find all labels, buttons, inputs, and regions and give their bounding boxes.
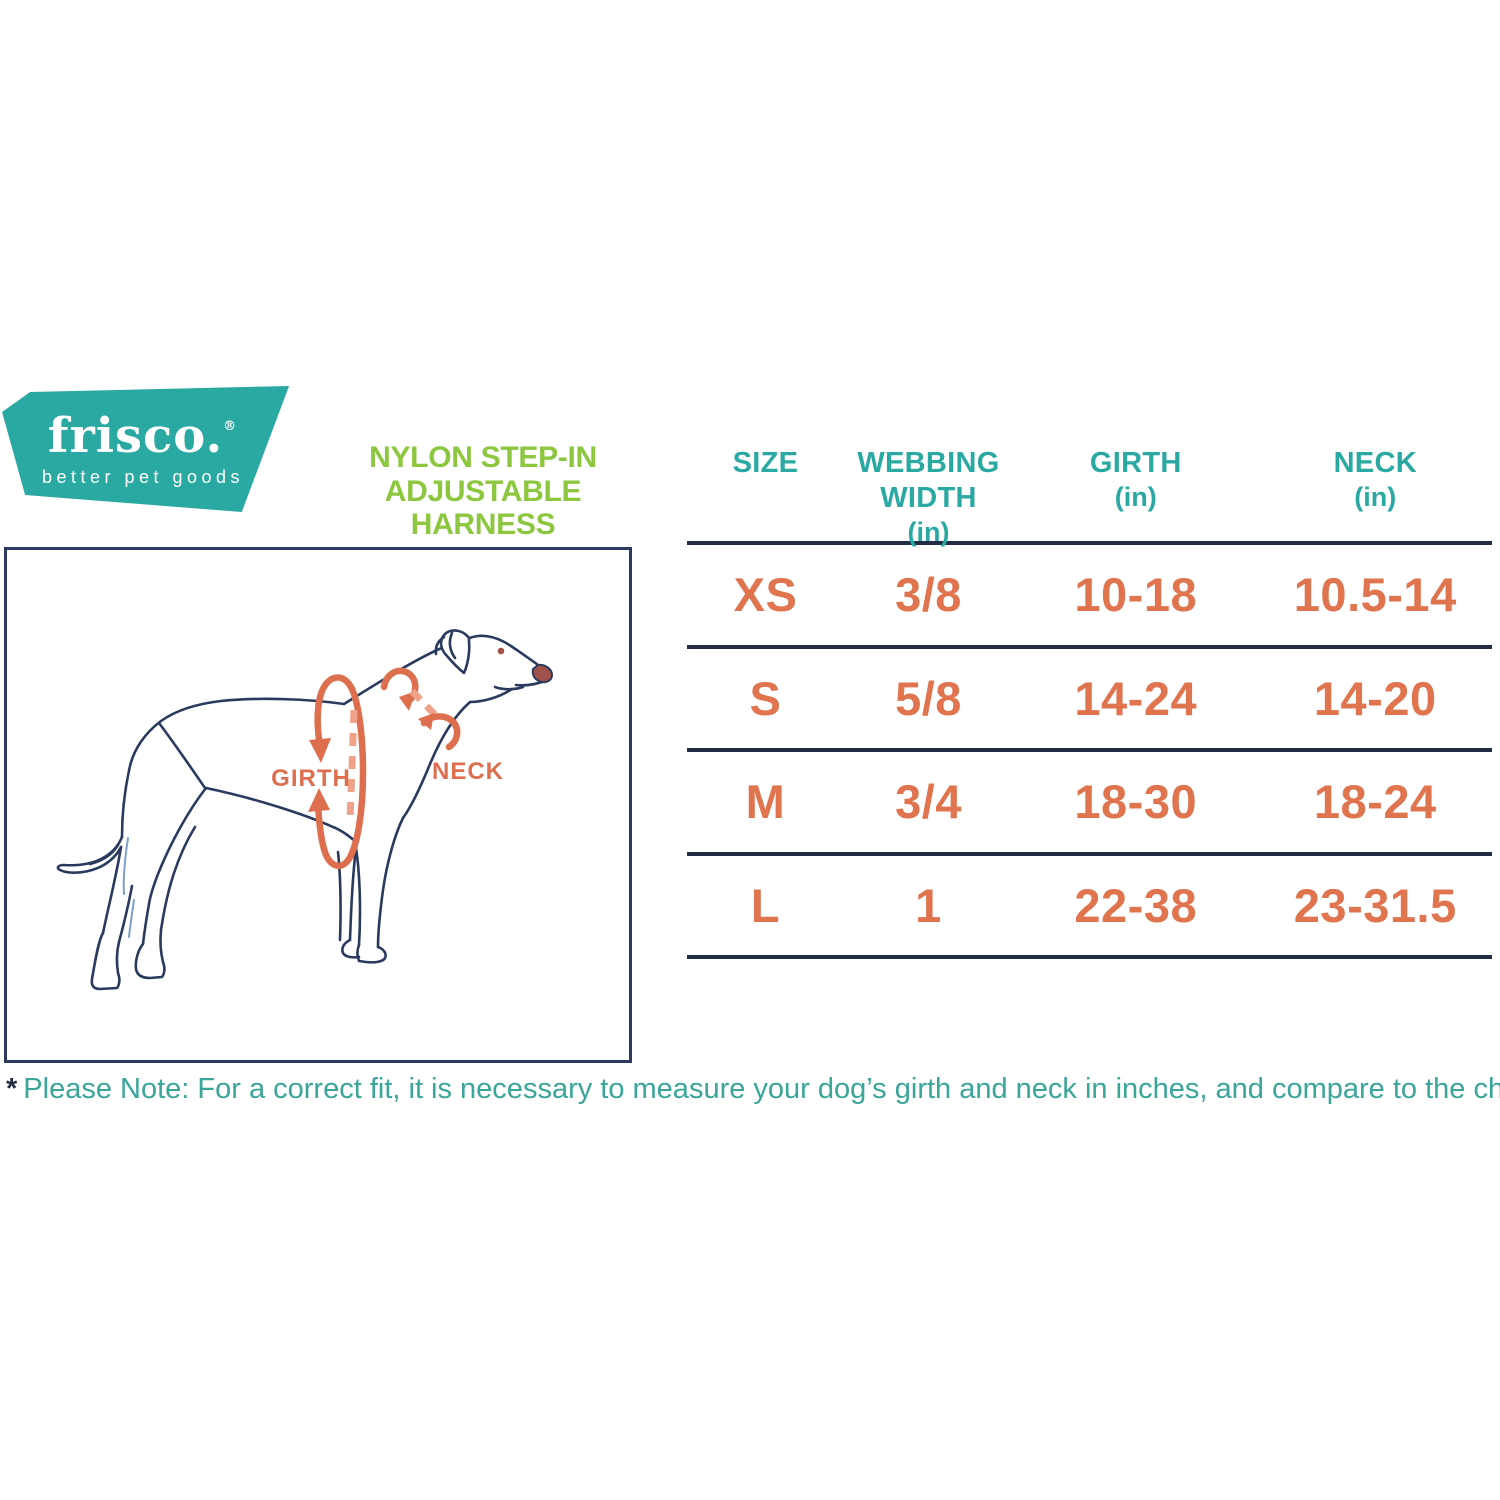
- registered-mark: ®: [223, 419, 237, 434]
- dog-measurement-box: GIRTH NECK: [4, 547, 632, 1063]
- size-table: SIZE WEBBING WIDTH (in) GIRTH (in) NECK …: [687, 440, 1492, 959]
- girth-label: GIRTH: [271, 765, 351, 792]
- footnote: * Please Note: For a correct fit, it is n…: [6, 1072, 1500, 1107]
- webbing-cell: 3/8: [895, 568, 962, 622]
- dog-illustration: GIRTH NECK: [56, 629, 554, 991]
- dog-outline: [56, 629, 549, 991]
- neck-cell: 10.5-14: [1293, 568, 1457, 622]
- column-header-webbing-width: WEBBING WIDTH (in): [844, 440, 1013, 548]
- girth-arrow-icon: [308, 674, 367, 870]
- title-line-1: NYLON STEP-IN: [369, 441, 597, 474]
- webbing-cell: 1: [915, 878, 942, 932]
- brand-logo-banner: frisco.® better pet goods: [2, 385, 290, 513]
- column-unit: (in): [907, 516, 950, 547]
- dog-shading-lines: [122, 837, 135, 938]
- neck-arrow-icon: [380, 667, 461, 751]
- neck-cell: 18-24: [1313, 775, 1437, 829]
- size-table-header: SIZE WEBBING WIDTH (in) GIRTH (in) NECK …: [687, 440, 1492, 548]
- brand-tagline: better pet goods: [41, 467, 245, 487]
- webbing-cell: 3/4: [895, 775, 962, 829]
- size-cell: M: [745, 775, 786, 829]
- footnote-asterisk: *: [6, 1073, 18, 1105]
- title-line-2: ADJUSTABLE HARNESS: [384, 474, 582, 542]
- column-header-size: SIZE: [687, 440, 844, 548]
- column-unit: (in): [1354, 481, 1397, 512]
- neck-cell: 23-31.5: [1293, 878, 1457, 932]
- girth-cell: 14-24: [1074, 671, 1198, 725]
- column-label: NECK: [1333, 447, 1417, 479]
- column-label: GIRTH: [1089, 447, 1182, 479]
- column-label: SIZE: [732, 447, 799, 479]
- table-row-xs: XS 3/8 10-18 10.5-14: [687, 545, 1492, 649]
- size-cell: S: [749, 671, 782, 725]
- dog-eye: [497, 647, 505, 655]
- size-cell: XS: [733, 568, 798, 622]
- column-header-neck: NECK (in): [1259, 440, 1492, 548]
- brand-name: frisco.®: [48, 412, 236, 460]
- girth-cell: 10-18: [1074, 568, 1198, 622]
- dog-nose: [531, 663, 554, 684]
- table-row-m: M 3/4 18-30 18-24: [687, 752, 1492, 856]
- girth-cell: 22-38: [1074, 878, 1198, 932]
- table-row-s: S 5/8 14-24 14-20: [687, 649, 1492, 752]
- girth-cell: 18-30: [1074, 775, 1198, 829]
- column-unit: (in): [1114, 481, 1157, 512]
- footnote-text: Please Note: For a correct fit, it is ne…: [23, 1073, 1500, 1105]
- webbing-cell: 5/8: [895, 671, 962, 725]
- size-cell: L: [750, 878, 781, 932]
- column-header-girth: GIRTH (in): [1013, 440, 1259, 548]
- brand-name-text: frisco.: [47, 408, 224, 464]
- neck-cell: 14-20: [1313, 671, 1437, 725]
- neck-label: NECK: [432, 758, 504, 785]
- table-row-l: L 1 22-38 23-31.5: [687, 856, 1492, 959]
- column-label: WEBBING WIDTH: [857, 447, 1000, 514]
